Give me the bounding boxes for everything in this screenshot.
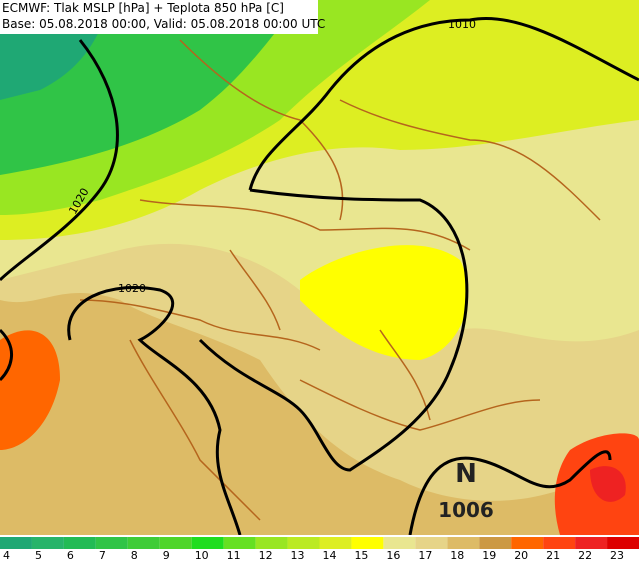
legend-label: 14 bbox=[323, 549, 337, 562]
legend-label: 22 bbox=[578, 549, 592, 562]
borders bbox=[79, 39, 601, 521]
legend-swatch bbox=[63, 537, 96, 549]
legend-swatch bbox=[223, 537, 256, 549]
legend: 4 5 6 7 8 9 10 11 12 13 14 15 16 17 18 19 20 21 22 23 bbox=[0, 537, 639, 562]
legend-label: 12 bbox=[259, 549, 273, 562]
map-background bbox=[0, 0, 639, 535]
legend-label: 11 bbox=[227, 549, 241, 562]
legend-swatch bbox=[543, 537, 576, 549]
legend-swatch bbox=[351, 537, 384, 549]
legend-swatch bbox=[383, 537, 416, 549]
legend-label: 16 bbox=[386, 549, 400, 562]
legend-swatch bbox=[127, 537, 160, 549]
legend-swatch bbox=[607, 537, 639, 549]
legend-swatch bbox=[287, 537, 320, 549]
legend-swatch bbox=[255, 537, 288, 549]
legend-label: 4 bbox=[3, 549, 10, 562]
legend-swatch bbox=[31, 537, 64, 549]
legend-label: 8 bbox=[131, 549, 138, 562]
legend-label: 20 bbox=[514, 549, 528, 562]
legend-swatch bbox=[415, 537, 448, 549]
legend-label: 10 bbox=[195, 549, 209, 562]
header-line2: Base: 05.08.2018 00:00, Valid: 05.08.201… bbox=[2, 17, 325, 31]
legend-swatch bbox=[95, 537, 128, 549]
legend-swatch bbox=[479, 537, 512, 549]
legend-swatch bbox=[319, 537, 352, 549]
legend-label: 13 bbox=[291, 549, 305, 562]
pressure-center-value: 1006 bbox=[438, 498, 494, 522]
isobars bbox=[0, 17, 639, 536]
legend-swatch bbox=[0, 537, 32, 549]
legend-label: 18 bbox=[450, 549, 464, 562]
legend-swatch bbox=[191, 537, 224, 549]
legend-label: 19 bbox=[482, 549, 496, 562]
legend-label: 17 bbox=[418, 549, 432, 562]
legend-label: 15 bbox=[354, 549, 368, 562]
header-line1: ECMWF: Tlak MSLP [hPa] + Teplota 850 hPa… bbox=[2, 1, 284, 15]
legend-label: 5 bbox=[35, 549, 42, 562]
legend-label: 6 bbox=[67, 549, 74, 562]
isobar-label: 1020 bbox=[118, 282, 146, 295]
legend-swatch bbox=[159, 537, 192, 549]
pressure-center-type: N bbox=[455, 459, 477, 489]
header-box bbox=[0, 0, 318, 34]
legend-swatch bbox=[447, 537, 480, 549]
legend-swatch bbox=[511, 537, 544, 549]
legend-swatch bbox=[575, 537, 608, 549]
legend-label: 21 bbox=[546, 549, 560, 562]
legend-label: 9 bbox=[163, 549, 170, 562]
isobar-label: 1010 bbox=[448, 18, 476, 31]
legend-label: 23 bbox=[610, 549, 624, 562]
legend-label: 7 bbox=[99, 549, 106, 562]
